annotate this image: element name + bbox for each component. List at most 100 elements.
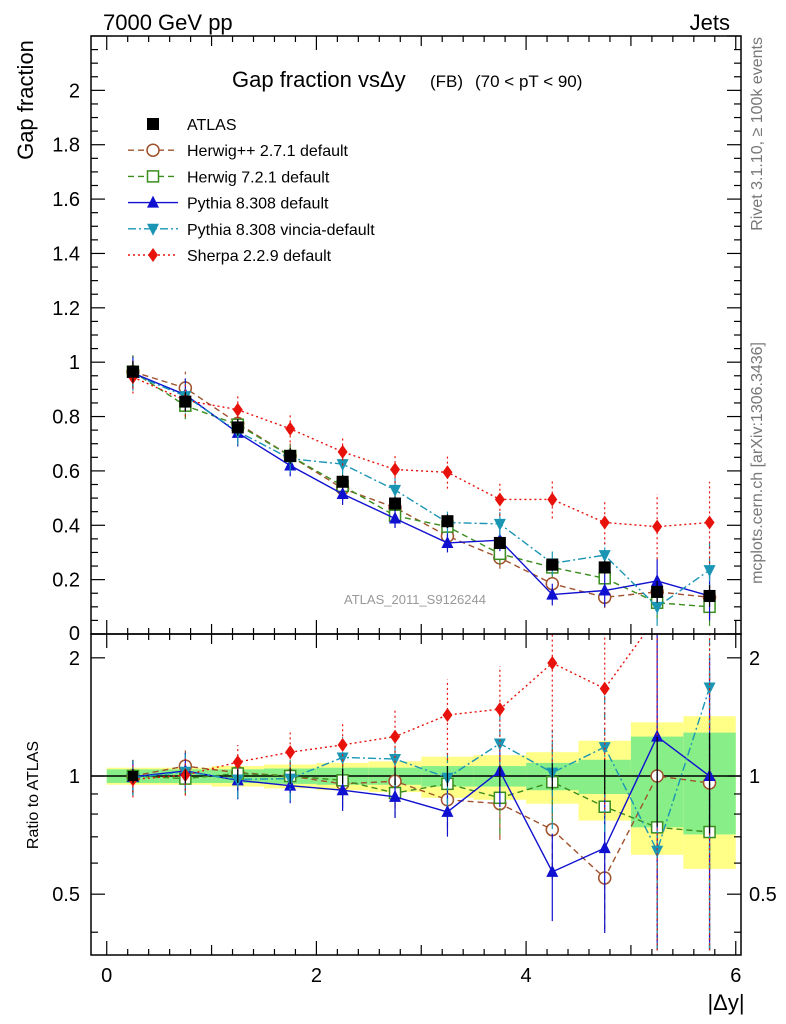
data-point	[389, 511, 402, 524]
data-point	[598, 550, 611, 563]
ratio-clip-group	[126, 634, 717, 951]
header-energy-label: 7000 GeV pp	[103, 10, 233, 35]
ratio-series-atlas	[127, 733, 711, 834]
data-point	[389, 484, 402, 497]
data-point	[598, 583, 611, 596]
y-tick-label: 1.4	[52, 243, 80, 265]
data-point	[441, 515, 454, 528]
series-atlas	[126, 360, 716, 607]
data-point	[336, 487, 349, 500]
data-point	[546, 558, 559, 571]
data-point	[651, 585, 664, 598]
data-point	[547, 492, 558, 507]
ratio-tick-label-right: 1	[749, 766, 760, 788]
legend-label: Pythia 8.308 default	[187, 196, 329, 213]
data-point	[704, 515, 715, 530]
legend-entry: Pythia 8.308 default	[128, 195, 329, 213]
series-pythia-8-308-default	[126, 356, 716, 621]
header-process-label: Jets	[690, 10, 730, 35]
data-point	[651, 729, 664, 742]
legend-entry: Herwig 7.2.1 default	[128, 169, 330, 186]
x-tick-label: 4	[521, 965, 532, 987]
data-point	[127, 771, 138, 782]
data-point	[147, 118, 159, 130]
y-tick-label: 0.8	[52, 407, 80, 429]
ratio-series-layer	[126, 634, 717, 951]
data-point	[546, 864, 559, 877]
data-point	[652, 519, 663, 534]
legend-label: Herwig 7.2.1 default	[187, 169, 330, 186]
main-ylabel: Gap fraction	[13, 40, 38, 160]
data-point	[547, 656, 558, 671]
data-point	[126, 365, 139, 378]
data-point	[336, 783, 349, 796]
y-tick-label: 2	[69, 80, 80, 102]
data-point	[493, 738, 506, 751]
legend-label: Herwig++ 2.7.1 default	[187, 143, 349, 160]
legend: ATLAS Herwig++ 2.7.1 default Herwig 7.2.1 …	[128, 117, 375, 265]
data-point	[598, 561, 611, 574]
data-point	[231, 421, 244, 434]
ratio-line	[132, 772, 710, 833]
data-point	[599, 681, 610, 696]
data-point	[441, 804, 454, 817]
ratio-line	[132, 687, 711, 853]
ratio-line	[132, 765, 710, 880]
data-point	[651, 601, 664, 614]
data-point	[232, 402, 243, 417]
data-point	[147, 223, 159, 236]
data-point	[232, 755, 243, 770]
series-pythia-8-308-vincia-default	[126, 358, 716, 626]
analysis-watermark: ATLAS_2011_S9126244	[344, 592, 486, 607]
legend-label: Pythia 8.308 vincia-default	[187, 222, 375, 239]
main-series-layer	[126, 355, 717, 626]
title-small: (FB)	[430, 72, 463, 91]
data-point	[493, 536, 506, 549]
xaxis-label: |Δy|	[707, 990, 744, 1015]
series-sherpa-2-2-9-default	[127, 360, 715, 564]
x-tick-label: 2	[311, 965, 322, 987]
data-point	[390, 729, 401, 744]
data-point	[703, 565, 716, 578]
series-line	[132, 376, 710, 528]
y-tick-label-zero: 0	[69, 623, 80, 645]
rivet-label: Rivet 3.1.10, ≥ 100k events	[749, 37, 766, 231]
legend-entry: Herwig++ 2.7.1 default	[128, 143, 349, 160]
title-main: Gap fraction vsΔy	[232, 67, 406, 92]
data-point	[336, 475, 349, 488]
data-point	[494, 492, 505, 507]
data-point	[651, 573, 664, 586]
series-herwig-2-7-1-default	[126, 355, 717, 620]
y-tick-label: 1	[69, 352, 80, 374]
ratio-tick-label-left: 2	[69, 648, 80, 670]
ratio-tick-label-left: 0.5	[52, 884, 80, 906]
title-cut: (70 < pT < 90)	[475, 72, 582, 91]
legend-entry: Sherpa 2.2.9 default	[128, 248, 332, 265]
axes-layer: 0 2 4 6 0.2 0.4 0.6 0.8 1 1.2 1.4 1.6 1.8 2 0 0.5 0.5 1 1 2…	[52, 35, 777, 987]
data-point	[389, 753, 402, 766]
data-point	[146, 143, 160, 157]
series-line	[132, 372, 710, 597]
ratio-tick-label-left: 1	[69, 766, 80, 788]
ratio-uncertainty-bands	[91, 716, 741, 869]
y-tick-label: 1.2	[52, 298, 80, 320]
data-point	[285, 745, 296, 760]
y-tick-label: 0.4	[52, 515, 80, 537]
mcplots-label: mcplots.cern.ch [arXiv:1306.3436]	[749, 342, 766, 584]
chart-title: Gap fraction vsΔy (FB) (70 < pT < 90)	[232, 67, 582, 92]
data-point	[493, 518, 506, 531]
data-point	[389, 789, 402, 802]
data-point	[337, 444, 348, 459]
data-point	[147, 195, 159, 208]
data-point	[442, 708, 453, 723]
series-line	[132, 371, 710, 608]
data-point	[337, 737, 348, 752]
series-herwig-7-2-1-default	[126, 355, 716, 626]
data-point	[651, 845, 664, 858]
data-point	[148, 248, 158, 262]
y-tick-label: 0.2	[52, 570, 80, 592]
data-point	[390, 462, 401, 477]
legend-label: ATLAS	[187, 117, 237, 134]
data-point	[284, 449, 297, 462]
